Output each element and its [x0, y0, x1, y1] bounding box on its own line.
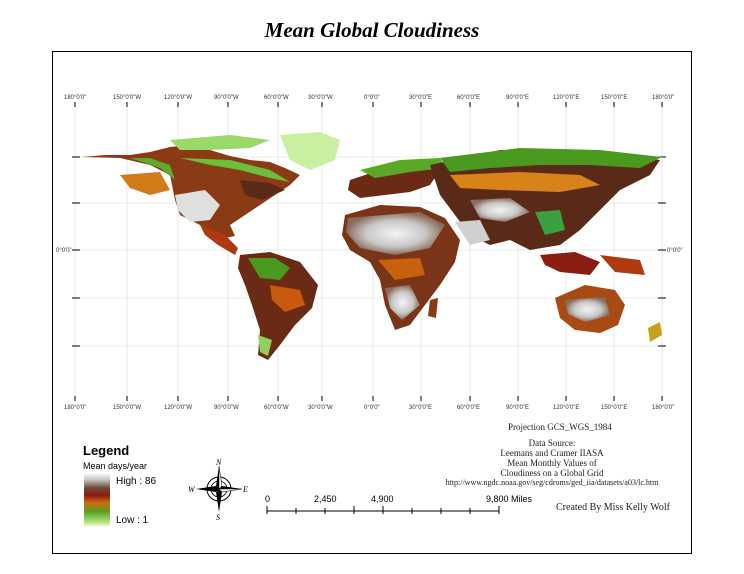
landmasses	[82, 132, 662, 360]
data-source-url: http://www.ngdc.noaa.gov/seg/cdroms/ged_…	[445, 478, 659, 487]
lon-label: 30°0'0"E	[409, 95, 432, 101]
legend-title: Legend	[83, 443, 130, 458]
lon-label: 30°0'0"W	[308, 95, 333, 101]
graticule-ticks	[72, 102, 666, 401]
legend-color-ramp	[84, 473, 110, 526]
lon-label: 90°0'0"W	[214, 405, 239, 411]
data-source-line: Leemans and Cramer IIASA	[500, 448, 604, 458]
lon-label: 0°0'0"	[364, 95, 380, 101]
lon-label: 30°0'0"W	[308, 405, 333, 411]
projection-text: Projection GCS_WGS_1984	[508, 422, 612, 432]
lon-label: 120°0'0"E	[553, 95, 579, 101]
lon-label: 180°0'0"	[64, 95, 86, 101]
scale-label-2: 4,900	[371, 494, 394, 504]
data-source-line: Cloudiness on a Global Grid	[500, 468, 604, 478]
data-source-block: Data Source: Leemans and Cramer IIASA Me…	[432, 438, 672, 488]
lon-label: 180°0'0"	[652, 405, 674, 411]
data-source-line: Data Source:	[528, 438, 576, 448]
legend-low-label: Low : 1	[116, 515, 149, 526]
compass-e: E	[242, 485, 248, 494]
lon-label: 120°0'0"E	[553, 405, 579, 411]
north-arrow-compass-icon: N S W E	[188, 458, 248, 520]
lon-label: 90°0'0"W	[214, 95, 239, 101]
compass-n: N	[215, 458, 222, 467]
map-frame	[52, 51, 692, 554]
lon-label: 60°0'0"E	[457, 95, 480, 101]
scale-label-3: 9,800 Miles	[486, 494, 533, 504]
scale-label-1: 2,450	[314, 494, 337, 504]
lon-label: 0°0'0"	[364, 405, 380, 411]
lon-label: 60°0'0"W	[264, 405, 289, 411]
lon-label: 120°0'0"W	[164, 405, 192, 411]
lon-label: 30°0'0"E	[409, 405, 432, 411]
compass-s: S	[216, 513, 220, 520]
author-credit: Created By Miss Kelly Wolf	[556, 502, 670, 513]
equator-label-right: 0°0'0"	[667, 248, 683, 254]
lon-label: 150°0'0"E	[601, 405, 627, 411]
lon-label: 60°0'0"W	[264, 95, 289, 101]
lon-label: 150°0'0"W	[113, 405, 141, 411]
scale-bar	[266, 506, 500, 514]
legend-high-label: High : 86	[116, 476, 157, 487]
data-source-line: Mean Monthly Values of	[507, 458, 597, 468]
greenland	[280, 132, 340, 170]
lon-label: 180°0'0"	[652, 95, 674, 101]
lon-label: 180°0'0"	[64, 405, 86, 411]
equator-label-left: 0°0'0"	[56, 248, 72, 254]
lon-label: 150°0'0"W	[113, 95, 141, 101]
lon-label: 150°0'0"E	[601, 95, 627, 101]
lon-label: 90°0'0"E	[506, 405, 529, 411]
south-america	[238, 252, 318, 360]
lon-label: 90°0'0"E	[506, 95, 529, 101]
lon-labels-top: 180°0'0" 150°0'0"W 120°0'0"W 90°0'0"W 60…	[64, 95, 674, 101]
legend-subtitle: Mean days/year	[83, 461, 148, 471]
lon-label: 120°0'0"W	[164, 95, 192, 101]
lon-label: 60°0'0"E	[457, 405, 480, 411]
lon-labels-bottom: 180°0'0" 150°0'0"W 120°0'0"W 90°0'0"W 60…	[64, 405, 674, 411]
scale-label-0: 0	[265, 494, 271, 504]
compass-w: W	[188, 485, 196, 494]
map-title: Mean Global Cloudiness	[264, 18, 480, 42]
